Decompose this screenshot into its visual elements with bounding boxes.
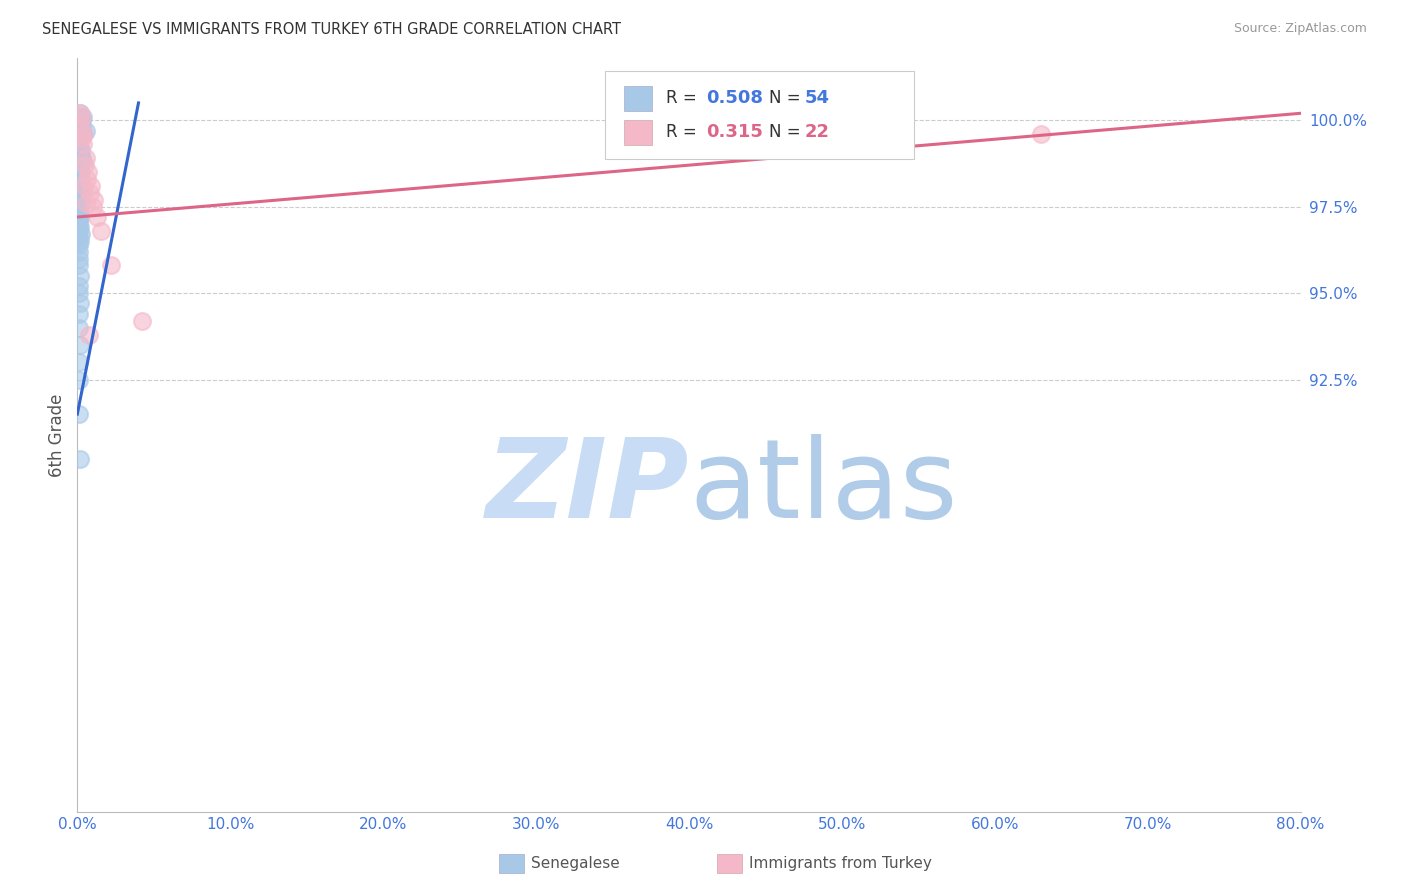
Point: [70, 120, 93, 135]
Point: [69, 227, 91, 242]
Point: [77, 327, 100, 342]
Point: [69, 130, 91, 145]
Text: Immigrants from Turkey: Immigrants from Turkey: [749, 856, 932, 871]
Point: [67, 252, 90, 266]
Point: [67, 372, 90, 386]
Point: [69, 158, 91, 172]
Point: [69, 106, 91, 120]
Point: [72, 137, 94, 152]
Point: [67, 307, 90, 321]
Point: [67, 217, 90, 231]
Point: [67, 176, 90, 190]
Point: [69, 113, 91, 128]
Point: [69, 141, 91, 155]
Point: [67, 134, 90, 148]
Point: [76, 165, 98, 179]
Point: [69, 178, 91, 193]
Point: [73, 158, 96, 172]
Point: [69, 172, 91, 186]
Point: [76, 172, 98, 186]
Point: [69, 234, 91, 248]
Point: [70, 130, 93, 145]
Point: [83, 193, 105, 207]
Point: [69, 186, 91, 200]
Text: Source: ZipAtlas.com: Source: ZipAtlas.com: [1233, 22, 1367, 36]
Point: [67, 213, 90, 227]
Text: N =: N =: [769, 123, 806, 141]
Point: [69, 148, 91, 162]
Point: [86, 210, 108, 224]
Point: [67, 355, 90, 369]
Text: atlas: atlas: [689, 434, 957, 541]
Point: [1029, 127, 1052, 141]
Point: [80, 178, 103, 193]
Point: [67, 161, 90, 176]
Point: [79, 186, 101, 200]
Point: [67, 231, 90, 245]
Point: [70, 110, 93, 124]
Point: [72, 127, 94, 141]
Point: [73, 178, 96, 193]
Text: 0.315: 0.315: [706, 123, 762, 141]
Point: [73, 127, 96, 141]
Point: [69, 106, 91, 120]
Text: SENEGALESE VS IMMIGRANTS FROM TURKEY 6TH GRADE CORRELATION CHART: SENEGALESE VS IMMIGRANTS FROM TURKEY 6TH…: [42, 22, 621, 37]
Point: [100, 259, 122, 273]
Point: [70, 120, 93, 135]
Text: 22: 22: [804, 123, 830, 141]
Point: [67, 189, 90, 203]
Point: [67, 286, 90, 301]
Point: [69, 206, 91, 220]
Text: 0.508: 0.508: [706, 89, 763, 107]
Point: [72, 110, 94, 124]
Text: 54: 54: [804, 89, 830, 107]
Point: [70, 165, 93, 179]
Point: [67, 203, 90, 218]
Point: [69, 220, 91, 235]
Point: [72, 154, 94, 169]
Point: [67, 407, 90, 421]
Point: [67, 259, 90, 273]
Point: [70, 110, 93, 124]
Point: [69, 117, 91, 131]
Point: [69, 210, 91, 224]
Point: [69, 320, 91, 334]
Point: [69, 452, 91, 467]
Text: ZIP: ZIP: [485, 434, 689, 541]
Text: R =: R =: [666, 123, 703, 141]
Point: [131, 314, 153, 328]
Point: [75, 151, 97, 165]
Text: R =: R =: [666, 89, 703, 107]
Point: [69, 268, 91, 283]
Point: [67, 224, 90, 238]
Text: N =: N =: [769, 89, 806, 107]
Text: Senegalese: Senegalese: [531, 856, 620, 871]
Point: [69, 193, 91, 207]
Point: [69, 244, 91, 259]
Point: [70, 151, 93, 165]
Point: [70, 182, 93, 196]
Point: [67, 279, 90, 293]
Point: [70, 113, 93, 128]
Y-axis label: 6th Grade: 6th Grade: [48, 393, 66, 476]
Point: [69, 338, 91, 352]
Point: [75, 123, 97, 137]
Point: [69, 145, 91, 159]
Point: [82, 200, 104, 214]
Point: [67, 200, 90, 214]
Point: [75, 196, 97, 211]
Point: [67, 169, 90, 183]
Point: [69, 296, 91, 310]
Point: [90, 224, 112, 238]
Point: [67, 237, 90, 252]
Point: [69, 196, 91, 211]
